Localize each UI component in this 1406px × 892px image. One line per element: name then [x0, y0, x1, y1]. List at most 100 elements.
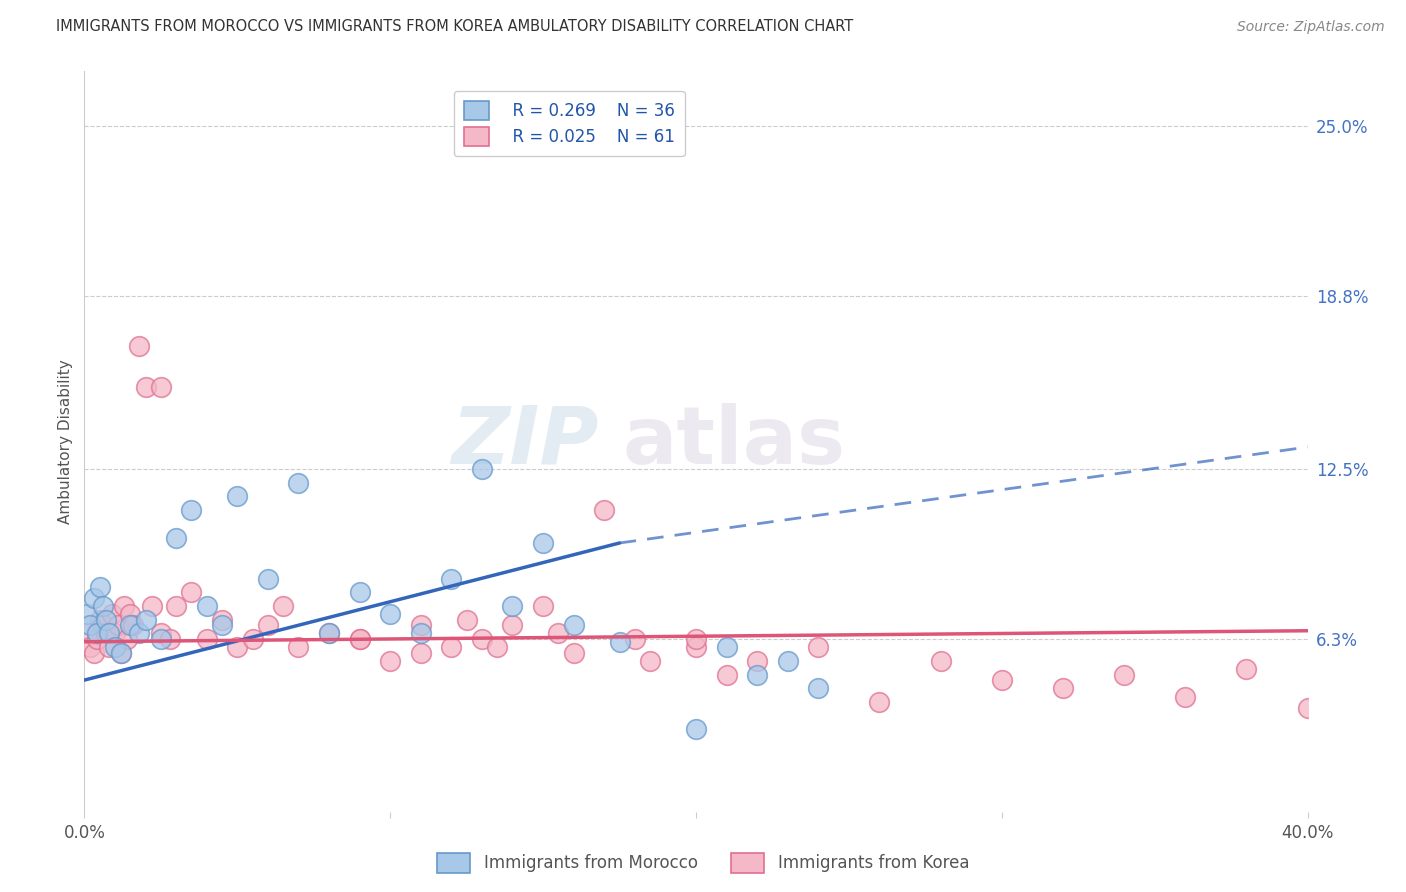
- Point: [128, 626, 150, 640]
- Point: [716, 640, 738, 655]
- Point: [531, 599, 554, 613]
- Point: [104, 626, 127, 640]
- Point: [318, 626, 340, 640]
- Point: [776, 654, 799, 668]
- Point: [89, 580, 111, 594]
- Point: [593, 503, 616, 517]
- Point: [257, 618, 280, 632]
- Y-axis label: Ambulatory Disability: Ambulatory Disability: [58, 359, 73, 524]
- Point: [624, 632, 647, 646]
- Point: [747, 654, 769, 668]
- Point: [271, 599, 294, 613]
- Point: [135, 380, 157, 394]
- Point: [287, 475, 309, 490]
- Point: [409, 646, 432, 660]
- Point: [128, 338, 150, 352]
- Point: [531, 536, 554, 550]
- Point: [159, 632, 181, 646]
- Point: [94, 613, 117, 627]
- Point: [91, 599, 114, 613]
- Text: atlas: atlas: [623, 402, 845, 481]
- Point: [716, 667, 738, 681]
- Point: [685, 632, 707, 646]
- Point: [807, 681, 830, 696]
- Point: [502, 618, 524, 632]
- Point: [257, 572, 280, 586]
- Point: [685, 640, 707, 655]
- Point: [1296, 700, 1319, 714]
- Point: [471, 632, 494, 646]
- Point: [226, 489, 249, 503]
- Point: [562, 618, 585, 632]
- Point: [94, 626, 117, 640]
- Point: [112, 599, 135, 613]
- Point: [409, 618, 432, 632]
- Point: [76, 607, 98, 622]
- Point: [685, 723, 707, 737]
- Point: [609, 634, 631, 648]
- Point: [562, 646, 585, 660]
- Legend:   R = 0.269    N = 36,   R = 0.025    N = 61: R = 0.269 N = 36, R = 0.025 N = 61: [454, 91, 685, 156]
- Point: [440, 572, 463, 586]
- Point: [929, 654, 952, 668]
- Point: [180, 585, 202, 599]
- Point: [79, 640, 101, 655]
- Point: [807, 640, 830, 655]
- Point: [440, 640, 463, 655]
- Point: [547, 626, 569, 640]
- Point: [141, 599, 163, 613]
- Point: [149, 380, 172, 394]
- Point: [349, 632, 371, 646]
- Point: [318, 626, 340, 640]
- Point: [104, 640, 127, 655]
- Text: IMMIGRANTS FROM MOROCCO VS IMMIGRANTS FROM KOREA AMBULATORY DISABILITY CORRELATI: IMMIGRANTS FROM MOROCCO VS IMMIGRANTS FR…: [56, 20, 853, 34]
- Point: [349, 585, 371, 599]
- Point: [83, 646, 105, 660]
- Point: [1052, 681, 1074, 696]
- Point: [380, 607, 402, 622]
- Point: [120, 618, 142, 632]
- Point: [110, 646, 132, 660]
- Point: [349, 632, 371, 646]
- Point: [122, 618, 145, 632]
- Point: [869, 695, 891, 709]
- Point: [97, 626, 120, 640]
- Point: [107, 618, 129, 632]
- Point: [747, 667, 769, 681]
- Point: [76, 626, 98, 640]
- Point: [86, 626, 108, 640]
- Point: [638, 654, 661, 668]
- Point: [1114, 667, 1136, 681]
- Point: [79, 618, 101, 632]
- Point: [380, 654, 402, 668]
- Point: [226, 640, 249, 655]
- Point: [502, 599, 524, 613]
- Point: [409, 626, 432, 640]
- Point: [165, 531, 187, 545]
- Point: [211, 613, 233, 627]
- Point: [1174, 690, 1197, 704]
- Point: [83, 591, 105, 605]
- Point: [456, 613, 478, 627]
- Point: [135, 613, 157, 627]
- Point: [180, 503, 202, 517]
- Point: [486, 640, 509, 655]
- Point: [91, 618, 114, 632]
- Point: [86, 632, 108, 646]
- Point: [120, 607, 142, 622]
- Point: [195, 599, 218, 613]
- Point: [165, 599, 187, 613]
- Point: [115, 632, 138, 646]
- Point: [97, 640, 120, 655]
- Point: [991, 673, 1014, 687]
- Point: [287, 640, 309, 655]
- Point: [471, 462, 494, 476]
- Point: [89, 613, 111, 627]
- Point: [211, 618, 233, 632]
- Point: [101, 607, 124, 622]
- Point: [1236, 662, 1258, 676]
- Point: [242, 632, 264, 646]
- Legend: Immigrants from Morocco, Immigrants from Korea: Immigrants from Morocco, Immigrants from…: [430, 847, 976, 880]
- Point: [110, 646, 132, 660]
- Point: [149, 632, 172, 646]
